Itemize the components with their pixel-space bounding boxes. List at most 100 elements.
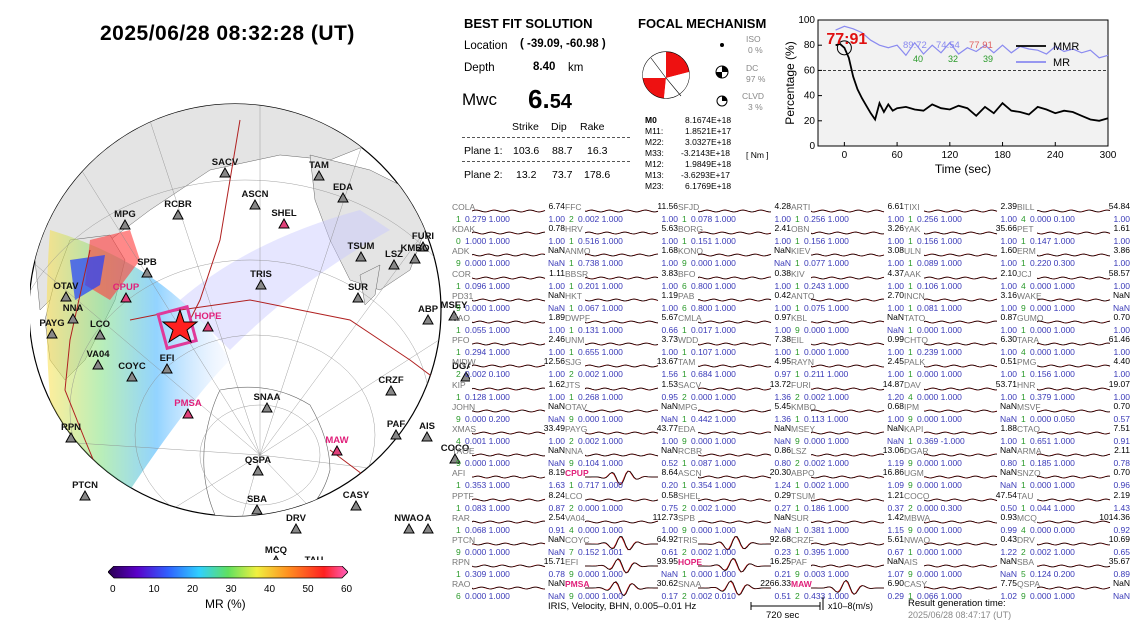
waveform-trace (698, 453, 772, 457)
station-amp: NaN (773, 423, 791, 433)
station-amp: 6.74 (548, 201, 565, 211)
tensor-value: 8.1674E+18 (685, 115, 732, 125)
station-sur: SUR 1.42 1 0.381 1.000 1.15 (791, 512, 904, 542)
station-jcj: JCJ 58.57 4 0.000 1.000 1.00 (1017, 268, 1130, 298)
station-stats: 0.800 1.000 (691, 280, 736, 291)
station-ratio: 1.00 (1000, 436, 1017, 446)
x-tick-label: 120 (941, 150, 958, 161)
station-amp: 6.30 (1000, 334, 1017, 345)
station-chto: CHTO 6.30 1 0.239 1.000 1.00 (904, 334, 1017, 364)
station-amp: 15.71 (543, 556, 565, 567)
station-amp: 13.06 (882, 445, 904, 456)
station-stats: 0.000 1.000 (1030, 325, 1075, 335)
map-station-label: A (425, 513, 432, 524)
station-ratio: NaN (1112, 302, 1130, 313)
waveform-trace (1037, 342, 1111, 346)
station-stats: 0.055 1.000 (465, 325, 510, 335)
station-name: HKT (565, 290, 582, 301)
station-ratio: 0.91 (1113, 436, 1130, 446)
station-name: OBN (791, 224, 810, 235)
station-name: EFI (565, 557, 579, 568)
station-name: ULN (904, 246, 922, 257)
station-ratio: NaN (999, 413, 1017, 424)
map-station-label: TSUM (348, 241, 375, 252)
station-ratio: 1.00 (661, 302, 678, 313)
station-ratio: NaN (886, 436, 904, 446)
station-ratio: 0.23 (774, 547, 791, 557)
station-amp: 2.19 (1113, 489, 1130, 500)
station-name: SFJD (678, 202, 700, 212)
station-stats: 0.000 1.000 (578, 524, 623, 535)
station-amp: 0.70 (1113, 467, 1130, 478)
waveform-trace (472, 365, 546, 368)
station-ratio: 0.21 (774, 569, 791, 580)
station-ptcn: PTCN NaN 9 0.000 1.000 NaN (452, 534, 565, 564)
station-rayn: RAYN 2.45 1 0.211 1.000 1.00 (791, 356, 904, 386)
station-hrv: HRV 5.63 1 0.516 1.000 1.00 (565, 223, 678, 253)
station-index: 9 (908, 524, 913, 535)
waveform-trace (1037, 498, 1111, 501)
station-ratio: 0.96 (1113, 480, 1130, 491)
station-index: 1 (795, 258, 800, 269)
station-snzo: SNZO 0.70 1 0.000 1.000 0.96 (1017, 467, 1130, 497)
station-stats: 0.000 1.000 (465, 302, 510, 313)
series-mmr-line (835, 42, 1109, 122)
waveform-trace (585, 320, 659, 324)
station-triangle-icon (421, 430, 433, 442)
station-kdak: KDAK 0.78 0 1.000 1.000 1.00 (452, 223, 565, 253)
station-payg: PAYG 43.77 2 0.002 1.000 1.00 (565, 423, 678, 453)
waveform-trace (698, 431, 772, 435)
map-station-label: DGAR (452, 361, 470, 372)
station-ratio: NaN (999, 569, 1017, 580)
station-ratio: 0.95 (661, 391, 678, 402)
waveform-trace (1037, 476, 1111, 479)
station-amp: 0.86 (774, 445, 791, 456)
station-ratio: 1.00 (887, 347, 904, 358)
clvd-label: CLVD (742, 91, 765, 101)
tensor-value: 3.0327E+18 (685, 137, 732, 147)
station-name: PALK (904, 357, 926, 368)
station-ratio: 1.07 (887, 569, 904, 580)
station-name: ERM (1017, 246, 1036, 257)
station-stats: 0.000 1.000 (804, 436, 849, 446)
waveform-trace (585, 387, 659, 390)
waveform-trace (585, 276, 659, 279)
tensor-value: -3.2143E+18 (681, 148, 730, 158)
station-amp: NaN (999, 467, 1017, 478)
station-borg: BORG 2.41 1 0.151 1.000 1.00 (678, 223, 791, 253)
data-source: IRIS, Velocity, BHN, 0.005–0.01 Hz (548, 601, 697, 612)
station-stats: 0.381 1.000 (804, 524, 849, 535)
station-name: HOPE (678, 557, 703, 568)
station-triangle-icon (449, 452, 461, 464)
station-stats: 0.000 1.000 (804, 325, 849, 335)
station-mbwa: MBWA 0.93 9 0.000 1.000 0.99 (904, 512, 1017, 542)
station-index: 4 (456, 436, 461, 446)
map-station-label: PAYG (39, 318, 64, 329)
station-stats: 0.000 1.000 (578, 413, 623, 424)
station-erm: ERM 3.86 1 0.220 0.300 1.00 (1017, 245, 1130, 275)
station-triangle-icon (251, 503, 263, 515)
station-index: 2 (456, 369, 461, 380)
x-tick-label: 300 (1100, 150, 1117, 161)
station-index: 1 (1021, 258, 1026, 269)
station-stats: 0.075 1.000 (804, 302, 849, 313)
station-name: AAK (904, 268, 922, 279)
waveform-trace (811, 387, 885, 390)
dc-label: DC (746, 63, 759, 73)
station-amp: 13.67 (656, 356, 678, 367)
station-triangle-icon (390, 428, 402, 440)
station-name: MIDW (452, 357, 476, 368)
station-index: 9 (1021, 302, 1026, 313)
station-name: SNAA (678, 579, 702, 590)
waveform-trace (811, 453, 885, 457)
station-cpup: CPUP 8.64 1 0.717 1.000 0.20 (565, 467, 678, 497)
station-index: 9 (456, 302, 461, 313)
station-name: XMAS (452, 424, 477, 434)
map-station-label: PMSA (174, 398, 202, 409)
waveform-trace (924, 254, 998, 257)
waveform-trace (811, 564, 885, 568)
station-index: 1 (1021, 413, 1026, 424)
station-ratio: 1.00 (548, 214, 565, 224)
station-stats: 1.000 1.000 (465, 236, 510, 247)
station-triangle-icon (278, 217, 290, 229)
